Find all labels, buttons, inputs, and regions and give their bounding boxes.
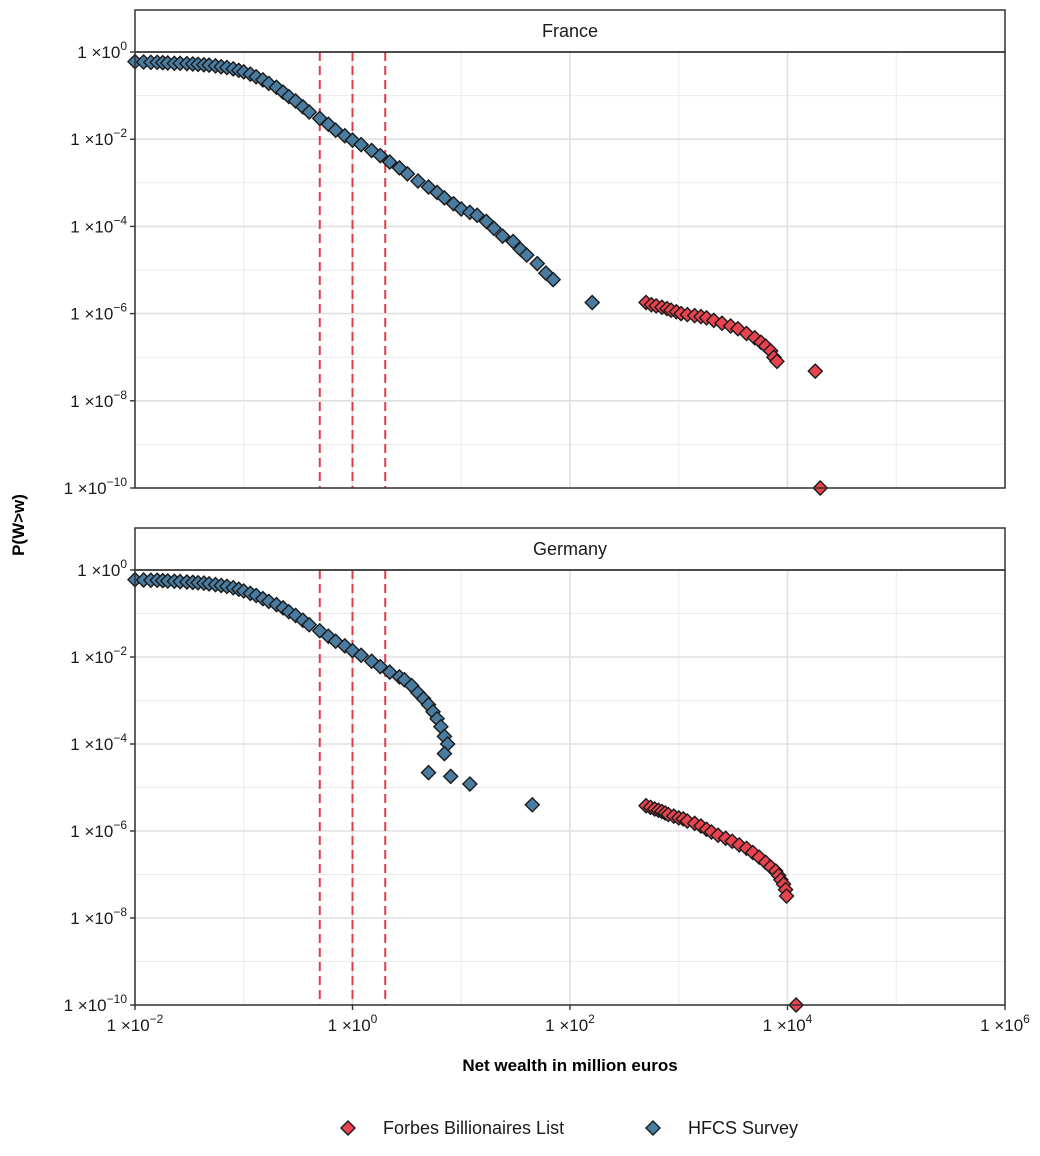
y-tick-label: 1 ×10−10 <box>64 992 128 1015</box>
panel-strip <box>134 527 1006 571</box>
data-point <box>399 165 416 182</box>
data-point <box>545 271 562 288</box>
data-point <box>436 189 453 206</box>
legend-key <box>340 1120 356 1136</box>
y-tick-label: 1 ×10−4 <box>70 213 127 236</box>
data-point <box>409 173 426 189</box>
data-point <box>529 255 546 272</box>
data-point <box>442 768 459 785</box>
legend-label: Forbes Billionaires List <box>383 1118 564 1138</box>
data-point <box>353 136 370 153</box>
y-tick-label: 1 ×10−4 <box>70 731 127 754</box>
panel-strip-label: Germany <box>533 539 607 559</box>
y-tick-label: 1 ×100 <box>77 557 127 580</box>
y-tick-label: 1 ×10−10 <box>64 475 128 498</box>
data-point <box>469 207 486 224</box>
y-tick-label: 1 ×10−6 <box>70 818 127 841</box>
data-point <box>353 647 370 664</box>
data-point <box>301 616 318 633</box>
legend-key <box>645 1120 661 1136</box>
data-point <box>420 764 437 781</box>
panel-border <box>134 51 1006 489</box>
x-axis-title: Net wealth in million euros <box>462 1056 677 1075</box>
x-tick-label: 1 ×100 <box>328 1012 378 1035</box>
data-point <box>524 796 541 813</box>
data-point <box>372 147 389 164</box>
x-tick-label: 1 ×104 <box>763 1012 813 1035</box>
x-tick-label: 1 ×106 <box>980 1012 1030 1035</box>
data-point <box>461 776 478 793</box>
y-tick-label: 1 ×10−2 <box>70 126 127 149</box>
data-point <box>381 154 398 170</box>
panel-strip <box>134 9 1006 53</box>
data-point <box>584 294 601 311</box>
data-point <box>778 888 795 905</box>
y-tick-label: 1 ×10−2 <box>70 644 127 667</box>
y-tick-label: 1 ×100 <box>77 39 127 62</box>
x-tick-label: 1 ×10−2 <box>107 1012 164 1035</box>
y-tick-label: 1 ×10−8 <box>70 388 127 411</box>
y-axis-title: P(W>w) <box>9 494 28 556</box>
x-tick-label: 1 ×102 <box>545 1012 595 1035</box>
data-point <box>485 220 502 237</box>
data-point <box>494 228 511 245</box>
data-point <box>518 247 535 264</box>
data-point <box>301 104 318 121</box>
legend-label: HFCS Survey <box>688 1118 798 1138</box>
data-point <box>807 363 824 380</box>
y-tick-label: 1 ×10−6 <box>70 301 127 324</box>
data-point <box>768 353 785 370</box>
panel-strip-label: France <box>542 21 598 41</box>
y-tick-label: 1 ×10−8 <box>70 905 127 928</box>
data-point <box>436 745 453 762</box>
